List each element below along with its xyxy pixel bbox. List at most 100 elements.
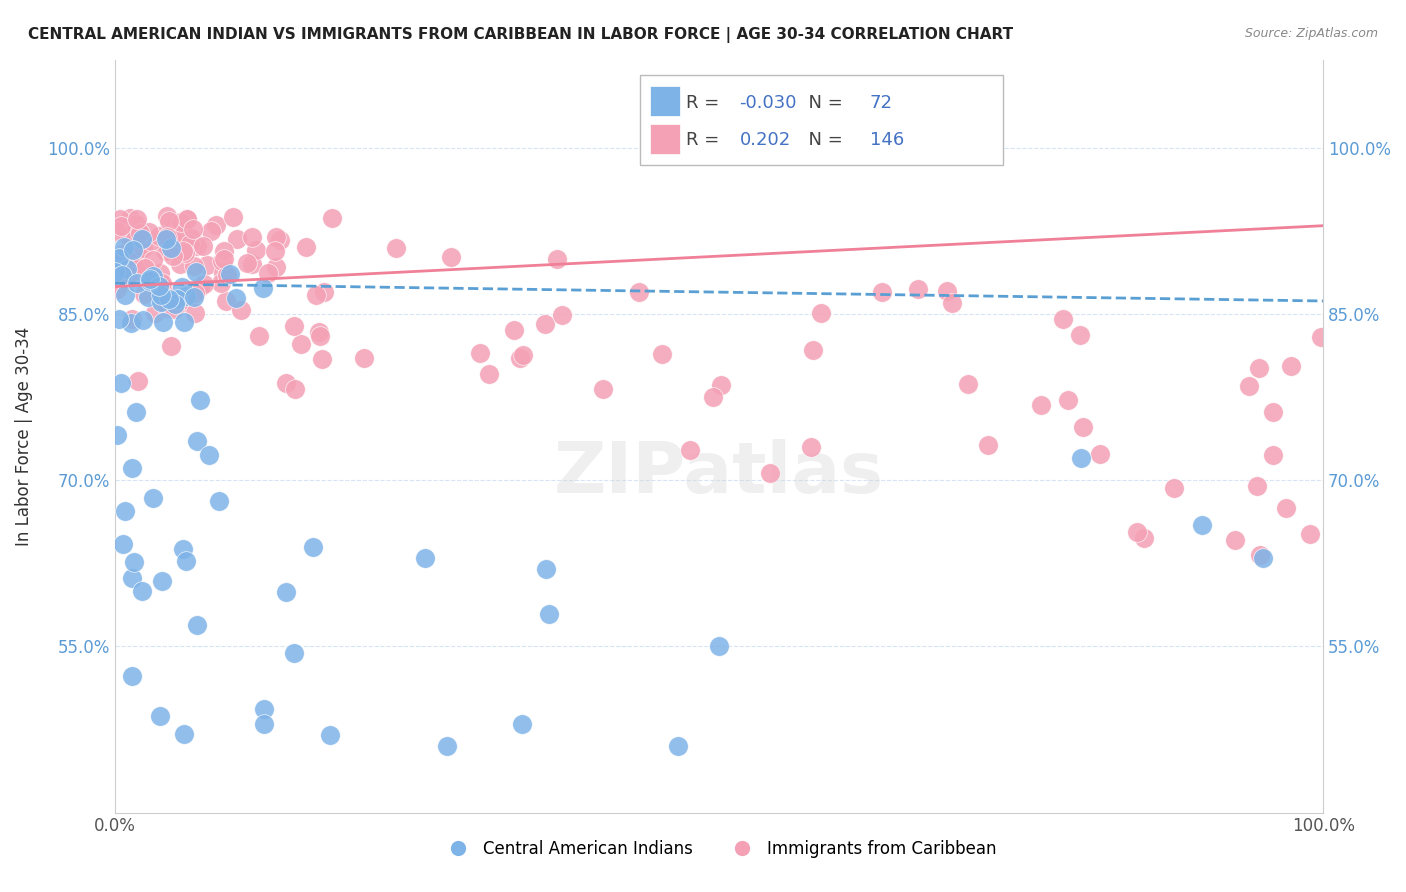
Point (305, 288, 328, 302)
Point (139, 272, 162, 286)
Point (1070, 451, 1092, 466)
Point (702, 390, 724, 404)
Point (353, 351, 375, 366)
Point (440, 250, 463, 264)
Point (142, 491, 165, 505)
FancyBboxPatch shape (640, 75, 1002, 165)
Point (115, 228, 138, 243)
Point (225, 292, 247, 306)
Point (468, 345, 491, 359)
Point (150, 288, 173, 302)
Point (114, 504, 136, 518)
Point (173, 726, 195, 740)
Point (121, 669, 143, 683)
Point (321, 211, 343, 226)
Point (208, 494, 231, 508)
Point (1274, 500, 1296, 515)
Point (131, 242, 153, 256)
Point (283, 318, 305, 333)
Point (256, 266, 278, 280)
Point (121, 312, 143, 326)
Point (195, 259, 218, 273)
Point (138, 225, 160, 239)
Point (118, 229, 141, 244)
Point (110, 376, 132, 391)
Point (104, 250, 127, 264)
Point (165, 297, 187, 311)
Point (211, 254, 233, 268)
Point (125, 250, 148, 264)
Point (170, 280, 193, 294)
Text: Source: ZipAtlas.com: Source: ZipAtlas.com (1244, 27, 1378, 40)
Point (1073, 420, 1095, 434)
Point (132, 287, 155, 301)
Point (169, 257, 191, 271)
Point (131, 232, 153, 246)
Point (1261, 405, 1284, 419)
Point (142, 268, 165, 283)
Point (274, 585, 297, 599)
Point (1088, 447, 1111, 461)
Point (149, 295, 172, 310)
Point (186, 238, 208, 252)
Point (128, 226, 150, 240)
Point (301, 540, 323, 554)
Point (150, 574, 173, 589)
Point (162, 249, 184, 263)
Point (184, 285, 207, 300)
Point (204, 218, 226, 232)
Text: N =: N = (797, 131, 849, 149)
Point (294, 239, 316, 253)
Point (252, 702, 274, 716)
Point (222, 211, 245, 225)
Point (142, 253, 165, 268)
Point (1251, 550, 1274, 565)
Point (186, 434, 208, 449)
Point (181, 222, 204, 236)
Point (122, 555, 145, 569)
Point (152, 315, 174, 329)
Point (592, 382, 614, 396)
Point (679, 443, 702, 458)
Point (810, 306, 832, 320)
Point (127, 375, 149, 389)
Point (153, 280, 176, 294)
Point (125, 260, 148, 275)
Point (1057, 393, 1080, 408)
Point (159, 241, 181, 255)
Point (172, 244, 194, 259)
Point (284, 383, 307, 397)
Point (138, 269, 160, 284)
Legend: Central American Indians, Immigrants from Caribbean: Central American Indians, Immigrants fro… (434, 833, 1004, 864)
Point (477, 368, 499, 382)
Point (153, 244, 176, 258)
Point (1191, 517, 1213, 532)
Point (148, 279, 170, 293)
Point (283, 646, 305, 660)
Point (226, 231, 249, 245)
Point (242, 257, 264, 271)
Point (127, 277, 149, 291)
Point (188, 393, 211, 408)
Text: 146: 146 (870, 131, 904, 149)
Point (188, 279, 211, 293)
Point (240, 230, 263, 244)
Point (112, 536, 135, 550)
Point (197, 448, 219, 462)
Point (1029, 398, 1052, 412)
Point (1132, 531, 1154, 545)
Point (550, 308, 572, 322)
Point (264, 244, 287, 259)
Point (941, 296, 963, 310)
Point (160, 339, 183, 353)
Point (318, 728, 340, 742)
Point (214, 294, 236, 309)
Point (627, 285, 650, 299)
Point (167, 297, 190, 311)
Point (977, 437, 1000, 451)
Point (215, 268, 238, 282)
Point (252, 281, 274, 295)
Point (1126, 525, 1149, 540)
Point (172, 541, 194, 556)
Point (149, 709, 172, 723)
